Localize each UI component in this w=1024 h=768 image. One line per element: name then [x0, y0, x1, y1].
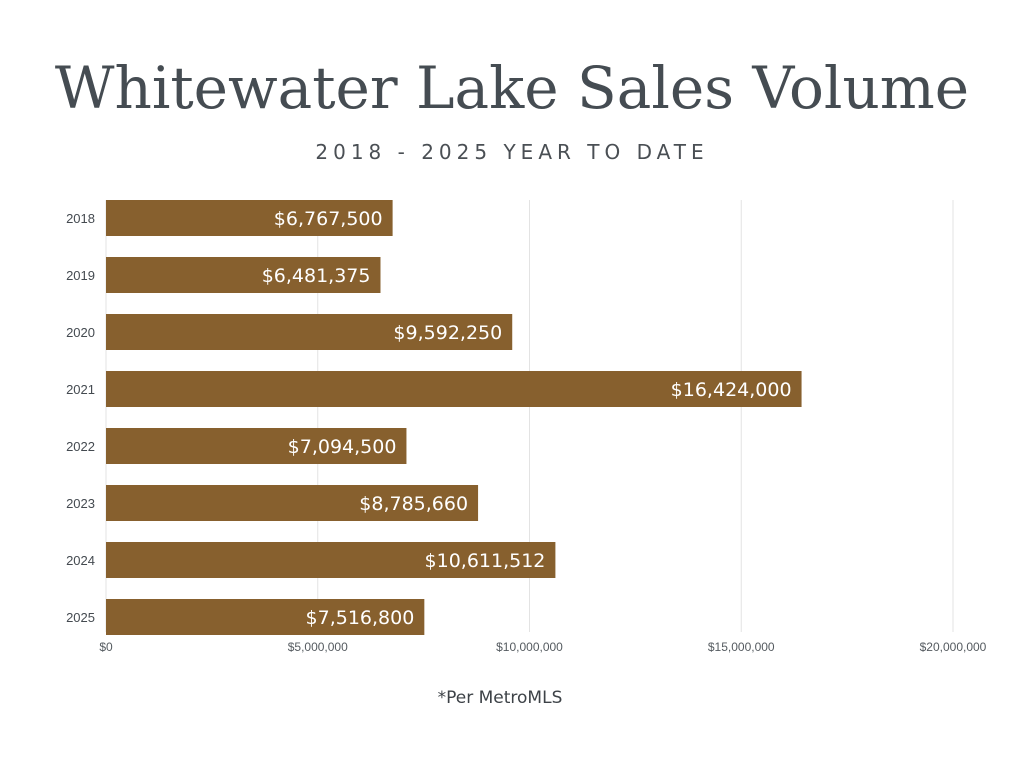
data-label: $7,516,800 — [306, 607, 415, 629]
data-label: $10,611,512 — [425, 550, 546, 572]
bar — [106, 257, 381, 293]
data-label: $16,424,000 — [671, 379, 792, 401]
data-label: $6,481,375 — [262, 265, 371, 287]
bar — [106, 371, 802, 407]
data-label: $9,592,250 — [393, 322, 502, 344]
chart-subtitle: 2018 - 2025 YEAR TO DATE — [315, 140, 709, 164]
bar — [106, 485, 479, 521]
data-label: $7,094,500 — [288, 436, 397, 458]
x-tick-label: $0 — [99, 640, 113, 654]
y-tick-label: 2024 — [66, 553, 95, 568]
x-tick-label: $20,000,000 — [920, 640, 987, 654]
x-tick-label: $15,000,000 — [708, 640, 775, 654]
y-tick-label: 2018 — [66, 211, 95, 226]
bar-chart: $0 $5,000,000 $10,000,000 $15,000,000 $20,00… — [66, 200, 987, 654]
x-tick-label: $10,000,000 — [496, 640, 563, 654]
bar — [106, 314, 513, 350]
chart-title: Whitewater Lake Sales Volume — [54, 54, 970, 122]
source-note: *Per MetroMLS — [437, 688, 563, 708]
bar — [106, 542, 556, 578]
x-tick-label: $5,000,000 — [288, 640, 348, 654]
y-tick-label: 2023 — [66, 496, 95, 511]
data-label: $8,785,660 — [359, 493, 468, 515]
y-tick-label: 2019 — [66, 268, 95, 283]
data-label: $6,767,500 — [274, 208, 383, 230]
y-tick-label: 2025 — [66, 610, 95, 625]
y-tick-label: 2021 — [66, 382, 95, 397]
bar — [106, 200, 393, 236]
y-tick-label: 2022 — [66, 439, 95, 454]
y-tick-label: 2020 — [66, 325, 95, 340]
bar — [106, 428, 407, 464]
bar — [106, 599, 425, 635]
